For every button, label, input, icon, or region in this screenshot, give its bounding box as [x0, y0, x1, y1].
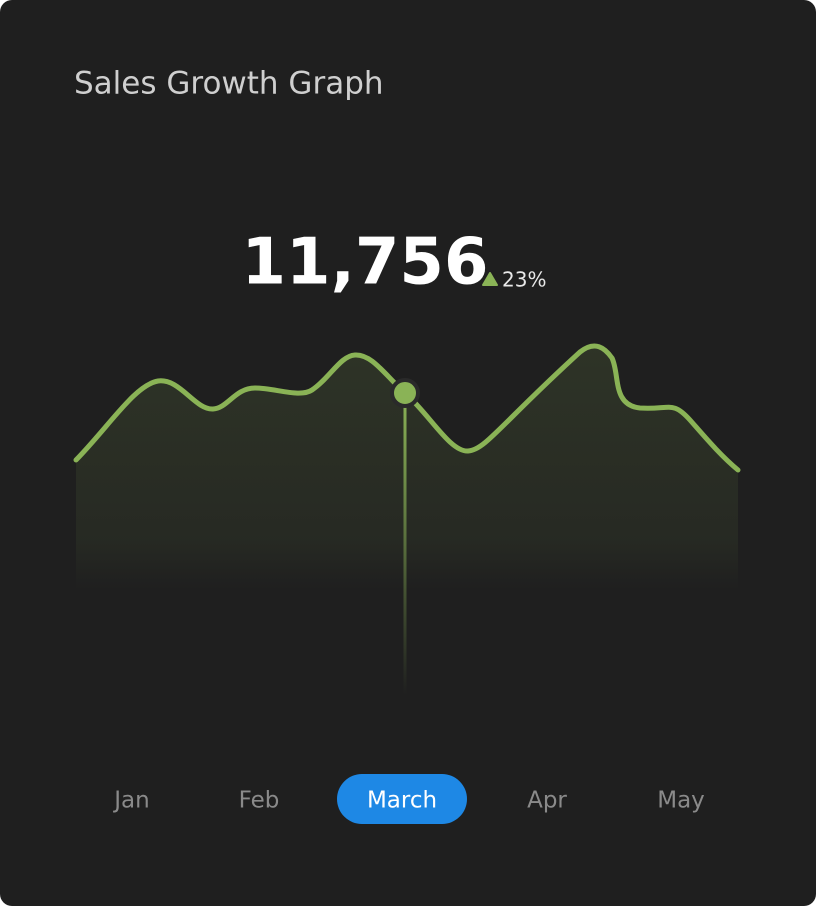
change-value: 23%: [502, 268, 546, 292]
month-label[interactable]: May: [657, 788, 705, 814]
month-selected[interactable]: March: [367, 788, 437, 814]
headline-value: 11,756: [242, 226, 489, 300]
month-pill[interactable]: [337, 774, 467, 824]
month-selector: Jan Feb March Apr May: [112, 774, 705, 824]
sales-line: [73, 343, 741, 473]
month-label[interactable]: Jan: [112, 788, 149, 814]
focus-line: [403, 393, 407, 695]
card-title: Sales Growth Graph: [74, 66, 384, 102]
month-label[interactable]: Feb: [239, 788, 280, 814]
focus-dot[interactable]: [390, 378, 420, 408]
up-arrow: [482, 272, 498, 286]
area-fill: [76, 345, 738, 590]
month-label[interactable]: Apr: [527, 788, 567, 814]
